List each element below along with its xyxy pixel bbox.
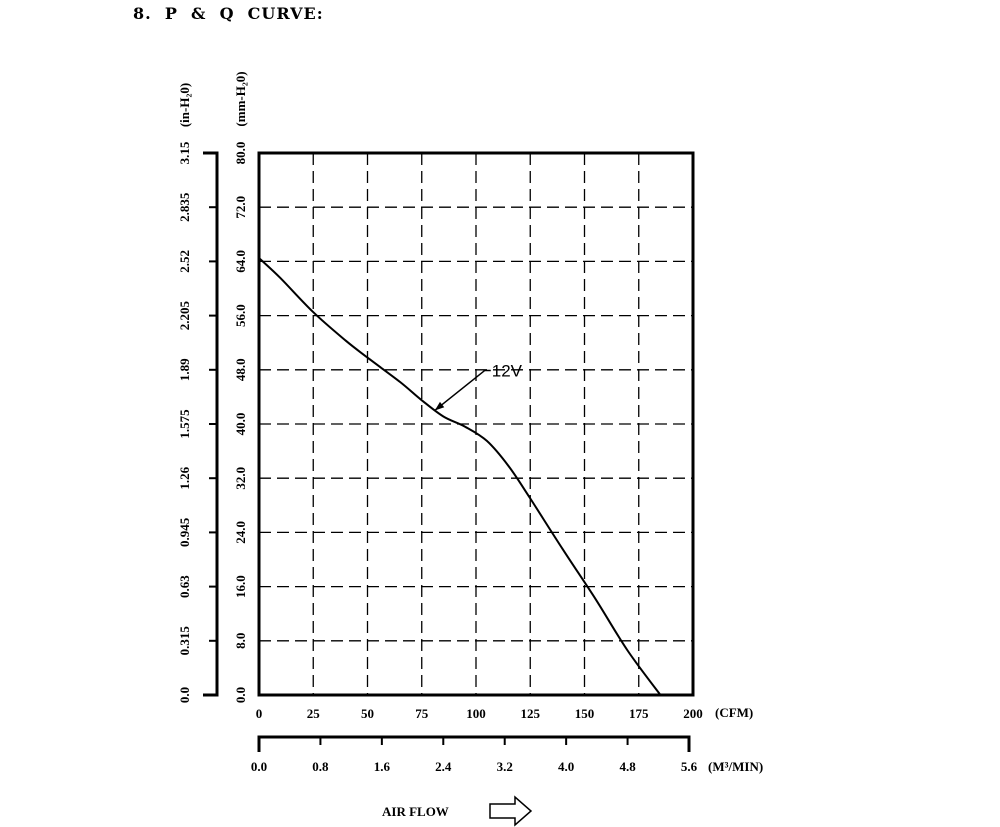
x2-tick-label: 0.8 [312, 759, 329, 774]
y2-tick-label: 0.315 [177, 626, 192, 656]
grid-lines [259, 153, 693, 695]
x2-tick-label: 1.6 [374, 759, 391, 774]
y-tick-label: 64.0 [233, 250, 248, 273]
y2-tick-label: 1.89 [177, 358, 192, 381]
y-tick-label: 56.0 [233, 304, 248, 327]
curve-annotation: 12V [434, 361, 523, 412]
y-tick-label: 0.0 [233, 687, 248, 703]
x-tick-label: 100 [466, 706, 486, 721]
x2-tick-label: 4.0 [558, 759, 574, 774]
x-tick-label: 0 [256, 706, 263, 721]
y2-tick-label: 3.15 [177, 141, 192, 164]
y2-tick-label: 0.0 [177, 687, 192, 703]
x-tick-label: 125 [521, 706, 541, 721]
y-tick-label: 24.0 [233, 521, 248, 544]
x2-tick-label: 4.8 [619, 759, 636, 774]
x2-tick-label: 3.2 [497, 759, 513, 774]
y-tick-label: 72.0 [233, 196, 248, 219]
y-tick-label: 40.0 [233, 413, 248, 436]
x-tick-label: 175 [629, 706, 649, 721]
section-title: 8. P & Q CURVE: [133, 4, 324, 23]
x2-tick-label: 0.0 [251, 759, 267, 774]
y2-tick-label: 2.205 [177, 300, 192, 330]
x2-tick-label: 5.6 [681, 759, 698, 774]
x2-axis-unit-label: (M³/MIN) [708, 759, 763, 774]
y-tick-label: 8.0 [233, 633, 248, 649]
y-tick-label: 32.0 [233, 467, 248, 490]
annotation-leader-line [434, 369, 491, 412]
airflow-label: AIR FLOW [382, 804, 449, 819]
x-tick-label: 25 [307, 706, 321, 721]
annotation-arrowhead-icon [434, 401, 445, 411]
x2-axis-bracket [257, 735, 691, 752]
y-tick-label: 16.0 [233, 575, 248, 598]
x-tick-label: 200 [683, 706, 703, 721]
x-axis-unit-label: (CFM) [715, 705, 753, 720]
axes [203, 151, 691, 752]
y-tick-label: 48.0 [233, 358, 248, 381]
y-tick-label: 80.0 [233, 142, 248, 165]
x-tick-label: 50 [361, 706, 374, 721]
y-axis-unit-label: (mm-H₂0) [233, 71, 248, 126]
airflow-arrow-icon [489, 795, 533, 827]
tick-labels: 0 25 50 75 100 125 150 175 200 (CFM) 0.0 0.8 1.6 2.4 3… [177, 71, 763, 774]
series-line-12v [258, 257, 662, 696]
y2-tick-label: 1.575 [177, 409, 192, 439]
y2-tick-label: 1.26 [177, 466, 192, 489]
y2-tick-label: 2.835 [177, 192, 192, 222]
y2-tick-label: 0.63 [177, 575, 192, 598]
x2-tick-label: 2.4 [435, 759, 452, 774]
y2-tick-label: 2.52 [177, 250, 192, 273]
plot-frame [257, 151, 695, 697]
x-tick-label: 150 [575, 706, 595, 721]
x-tick-label: 75 [415, 706, 429, 721]
y2-tick-label: 0.945 [177, 517, 192, 547]
series-label-12v: 12V [492, 361, 523, 380]
y2-axis-unit-label: (in-H₂0) [177, 83, 192, 127]
